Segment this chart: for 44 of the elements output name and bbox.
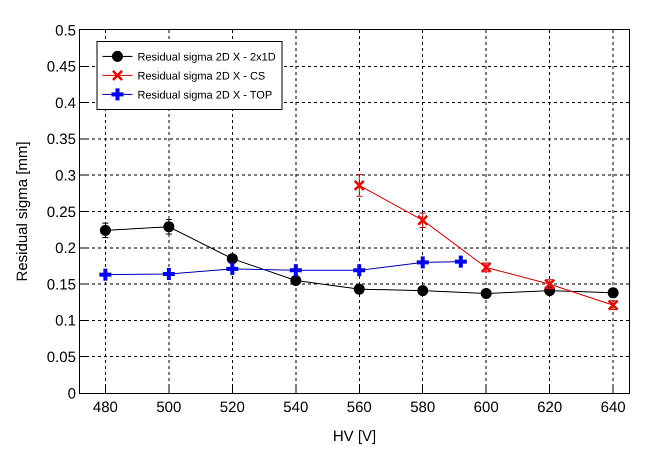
point [454, 256, 467, 268]
x-tick-label: 640 [600, 399, 626, 416]
y-tick-label: 0.45 [46, 58, 76, 76]
y-tick-label: 0.4 [55, 94, 76, 112]
point [353, 264, 366, 276]
legend-label: Residual sigma 2D X - CS [137, 70, 266, 83]
y-tick-label: 0.15 [46, 276, 76, 294]
y-tick-label: 0.25 [46, 204, 76, 221]
x-axis-title: HV [V] [332, 428, 376, 445]
point [226, 253, 238, 264]
y-tick-label: 0.3 [55, 167, 76, 184]
point [608, 287, 619, 298]
x-tick-label: 520 [220, 399, 245, 416]
point [417, 285, 428, 296]
point [416, 256, 429, 268]
point [416, 214, 428, 226]
point [226, 262, 238, 275]
y-tick-label: 0.2 [55, 240, 76, 258]
y-tick-label: 0 [68, 385, 76, 402]
point [290, 274, 302, 286]
point [290, 264, 302, 276]
point [607, 299, 619, 311]
point [480, 288, 492, 300]
point [480, 262, 492, 274]
y-tick-label: 0.5 [55, 22, 76, 40]
point [544, 278, 556, 290]
y-tick-label: 0.1 [55, 312, 76, 330]
x-tick-label: 540 [283, 399, 308, 416]
x-tick-label: 620 [537, 399, 562, 416]
x-tick-label: 600 [474, 399, 499, 416]
legend-label: Residual sigma 2D X - TOP [137, 90, 272, 102]
point [354, 284, 365, 295]
point [99, 268, 112, 281]
x-tick-label: 560 [346, 399, 372, 416]
point [162, 268, 175, 280]
x-tick-label: 480 [92, 399, 118, 416]
y-tick-label: 0.35 [46, 131, 76, 148]
point [354, 180, 366, 192]
point [100, 224, 111, 236]
legend-label: Residual sigma 2D X - 2x1D [137, 52, 276, 64]
x-tick-label: 500 [156, 399, 182, 416]
y-tick-label: 0.05 [46, 348, 76, 366]
y-axis-title: Residual sigma [mm] [14, 141, 32, 282]
x-tick-label: 580 [410, 399, 436, 416]
